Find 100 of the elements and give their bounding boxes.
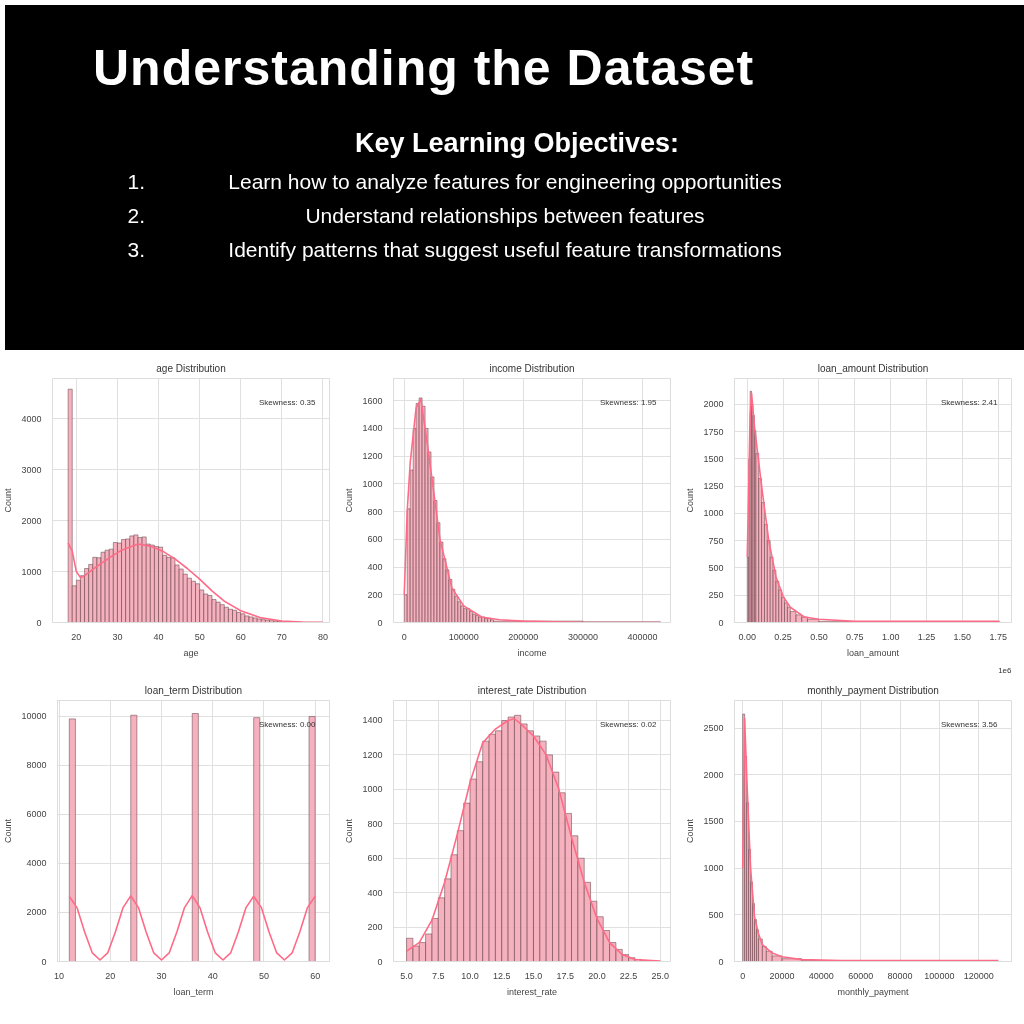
y-tick-label: 600 [367,853,383,864]
x-tick-label: 12.5 [492,970,511,981]
y-tick-label: 1250 [703,481,724,492]
x-tick-label: 1.25 [917,631,936,642]
text: 3. [126,237,145,263]
y-tick-label: 500 [708,909,724,920]
x-tick-label: 60000 [848,970,874,981]
x-tick-label: 300000 [567,631,598,642]
y-tick-label: 0 [377,956,383,967]
y-tick-label: 4000 [21,413,42,424]
y-tick-label: 500 [708,562,724,573]
y-tick-label: 800 [367,506,383,517]
y-tick-label: 2500 [703,723,724,734]
x-tick-label: 0 [740,970,746,981]
y-tick-label: 400 [367,887,383,898]
y-axis-title: Count [3,818,14,844]
x-tick-label: 1.00 [881,631,900,642]
x-tick-label: 60 [310,970,321,981]
y-tick-label: 1600 [362,395,383,406]
y-tick-label: 800 [367,818,383,829]
y-tick-label: 8000 [26,760,47,771]
chart-title: loan_amount Distribution [817,362,929,374]
chart-title: loan_term Distribution [144,684,243,696]
annotation: Skewness: 0.00 [259,719,317,729]
y-tick-label: 600 [367,534,383,545]
x-tick-label: 0.75 [846,631,864,642]
x-tick-label: 100000 [448,631,479,642]
y-tick-label: 1400 [362,715,383,726]
y-tick-label: 0 [718,956,724,967]
x-tick-label: 20.0 [588,970,606,981]
x-tick-label: 0.00 [738,631,757,642]
chart-title: monthly_payment Distribution [807,684,939,696]
x-tick-label: 10.0 [461,970,479,981]
text: 1. [126,169,145,195]
annotation: Skewness: 3.56 [941,719,999,729]
y-tick-label: 250 [708,590,724,601]
y-axis-title: Count [3,487,14,513]
x-tick-label: 20 [105,970,116,981]
y-tick-label: 1500 [703,816,724,827]
y-tick-label: 1000 [703,863,724,874]
y-tick-label: 1750 [703,426,724,437]
x-tick-label: 80 [317,631,328,642]
x-axis-title: loan_amount [846,647,900,658]
x-tick-label: 15.0 [524,970,543,981]
y-axis-title: Count [344,487,355,513]
y-tick-label: 0 [377,617,383,628]
chart-title: age Distribution [156,362,226,374]
x-tick-label: 25.0 [651,970,670,981]
x-tick-label: 1.75 [989,631,1007,642]
y-tick-label: 1000 [362,478,383,489]
text: Identify patterns that suggest useful feature transformations [227,237,783,263]
y-tick-label: 0 [718,617,724,628]
y-tick-label: 1400 [362,423,383,434]
y-tick-label: 1000 [21,566,42,577]
x-tick-label: 20 [71,631,82,642]
x-tick-label: 200000 [508,631,539,642]
x-axis-title: age [183,647,199,658]
x-tick-label: 7.5 [432,970,445,981]
y-axis-title: Count [685,487,696,513]
x-tick-label: 30 [156,970,167,981]
y-tick-label: 2000 [26,907,47,918]
x-tick-label: 120000 [963,970,994,981]
x-tick-label: 80000 [887,970,913,981]
y-tick-label: 1200 [362,451,383,462]
x-tick-label: 70 [276,631,287,642]
text: 2. [126,203,145,229]
x-tick-label: 60 [235,631,246,642]
y-axis-title: Count [685,818,696,844]
x-tick-label: 0 [401,631,407,642]
y-tick-label: 400 [367,562,383,573]
x-tick-label: 400000 [627,631,658,642]
x-tick-label: 50 [258,970,269,981]
x-tick-label: 0.25 [774,631,792,642]
y-tick-label: 1200 [362,749,383,760]
x-axis-title: interest_rate [506,986,558,997]
text: Key Learning Objectives: [353,127,681,161]
annotation: Skewness: 1.95 [600,397,658,407]
x-tick-label: 40 [153,631,164,642]
y-tick-label: 1500 [703,453,724,464]
y-tick-label: 10000 [21,711,47,722]
x-tick-label: 5.0 [400,970,413,981]
x-tick-label: 0.50 [810,631,828,642]
y-tick-label: 0 [36,617,42,628]
y-tick-label: 0 [41,956,47,967]
x-tick-label: 17.5 [556,970,574,981]
x-tick-label: 10 [54,970,65,981]
y-tick-label: 200 [367,589,383,600]
chart-title: income Distribution [489,362,575,374]
x-tick-label: 50 [194,631,205,642]
text: 1e6 [998,665,1013,675]
x-axis-title: monthly_payment [837,986,910,997]
y-tick-label: 2000 [703,769,724,780]
x-tick-label: 30 [112,631,123,642]
y-tick-label: 4000 [26,858,47,869]
y-tick-label: 1000 [703,508,724,519]
y-tick-label: 1000 [362,784,383,795]
x-tick-label: 22.5 [619,970,638,981]
y-tick-label: 2000 [703,399,724,410]
y-tick-label: 200 [367,922,383,933]
x-tick-label: 20000 [769,970,795,981]
